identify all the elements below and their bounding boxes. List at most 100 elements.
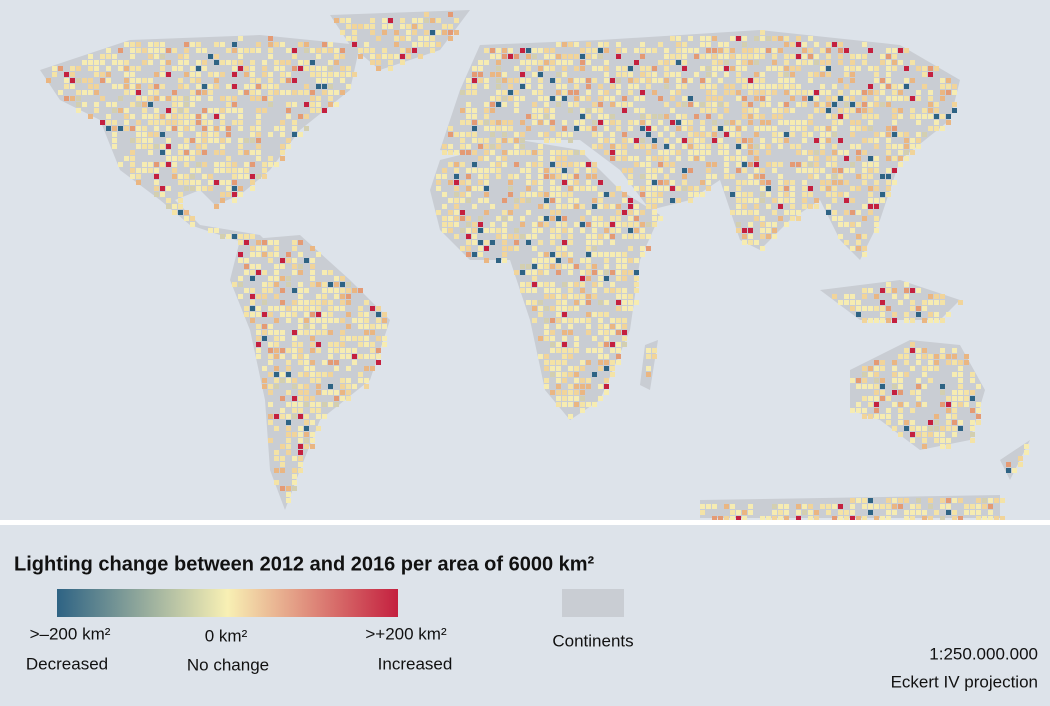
light-cell xyxy=(358,24,363,29)
light-cell xyxy=(262,174,267,179)
light-cell xyxy=(154,120,159,125)
light-cell xyxy=(706,54,711,59)
light-cell xyxy=(604,48,609,53)
light-cell xyxy=(532,222,537,227)
light-cell xyxy=(238,144,243,149)
light-cell xyxy=(748,240,753,245)
light-cell xyxy=(442,192,447,197)
light-cell xyxy=(604,60,609,65)
light-cell xyxy=(556,264,561,269)
light-cell xyxy=(82,90,87,95)
light-cell xyxy=(652,66,657,71)
light-cell xyxy=(448,210,453,215)
light-cell xyxy=(622,138,627,143)
light-cell xyxy=(400,24,405,29)
light-cell xyxy=(748,54,753,59)
light-cell xyxy=(316,96,321,101)
light-cell xyxy=(262,336,267,341)
light-cell xyxy=(310,324,315,329)
light-cell xyxy=(172,126,177,131)
light-cell xyxy=(706,132,711,137)
light-cell xyxy=(874,216,879,221)
light-cell xyxy=(232,198,237,203)
light-cell xyxy=(526,264,531,269)
light-cell xyxy=(118,84,123,89)
light-cell xyxy=(532,276,537,281)
light-cell xyxy=(736,204,741,209)
light-cell xyxy=(88,114,93,119)
light-cell xyxy=(874,138,879,143)
light-cell xyxy=(226,168,231,173)
light-cell xyxy=(274,126,279,131)
light-cell xyxy=(262,66,267,71)
light-cell xyxy=(772,54,777,59)
light-cell xyxy=(298,90,303,95)
light-cell xyxy=(646,162,651,167)
light-cell xyxy=(58,90,63,95)
light-cell xyxy=(580,276,585,281)
light-cell xyxy=(112,138,117,143)
light-cell xyxy=(520,264,525,269)
light-cell xyxy=(478,252,483,257)
light-cell xyxy=(502,48,507,53)
light-cell xyxy=(520,138,525,143)
light-cell xyxy=(640,66,645,71)
light-cell xyxy=(64,96,69,101)
light-cell xyxy=(754,96,759,101)
light-cell xyxy=(472,72,477,77)
light-cell xyxy=(364,24,369,29)
light-cell xyxy=(778,36,783,41)
light-cell xyxy=(850,306,855,311)
light-cell xyxy=(328,48,333,53)
light-cell xyxy=(826,102,831,107)
light-cell xyxy=(850,120,855,125)
light-cell xyxy=(652,126,657,131)
light-cell xyxy=(304,444,309,449)
light-cell xyxy=(202,48,207,53)
light-cell xyxy=(220,138,225,143)
light-cell xyxy=(526,84,531,89)
light-cell xyxy=(232,186,237,191)
light-cell xyxy=(646,204,651,209)
light-cell xyxy=(970,378,975,383)
light-cell xyxy=(958,498,963,503)
light-cell xyxy=(322,270,327,275)
light-cell xyxy=(862,150,867,155)
light-cell xyxy=(544,120,549,125)
light-cell xyxy=(574,390,579,395)
light-cell xyxy=(220,234,225,239)
light-cell xyxy=(394,30,399,35)
light-cell xyxy=(178,96,183,101)
light-cell xyxy=(682,174,687,179)
light-cell xyxy=(184,54,189,59)
light-cell xyxy=(814,42,819,47)
light-cell xyxy=(286,78,291,83)
light-cell xyxy=(538,240,543,245)
light-cell xyxy=(826,192,831,197)
light-cell xyxy=(634,162,639,167)
light-cell xyxy=(598,234,603,239)
light-cell xyxy=(814,126,819,131)
light-cell xyxy=(574,378,579,383)
light-cell xyxy=(376,312,381,317)
light-cell xyxy=(730,132,735,137)
light-cell xyxy=(148,150,153,155)
light-cell xyxy=(832,126,837,131)
light-cell xyxy=(916,96,921,101)
light-cell xyxy=(544,336,549,341)
light-cell xyxy=(190,180,195,185)
light-cell xyxy=(418,18,423,23)
light-cell xyxy=(688,156,693,161)
light-cell xyxy=(316,54,321,59)
light-cell xyxy=(796,210,801,215)
light-cell xyxy=(778,510,783,515)
light-cell xyxy=(616,90,621,95)
light-cell xyxy=(616,276,621,281)
light-cell xyxy=(724,108,729,113)
light-cell xyxy=(124,84,129,89)
light-cell xyxy=(610,156,615,161)
light-cell xyxy=(934,294,939,299)
light-cell xyxy=(310,372,315,377)
light-cell xyxy=(178,150,183,155)
